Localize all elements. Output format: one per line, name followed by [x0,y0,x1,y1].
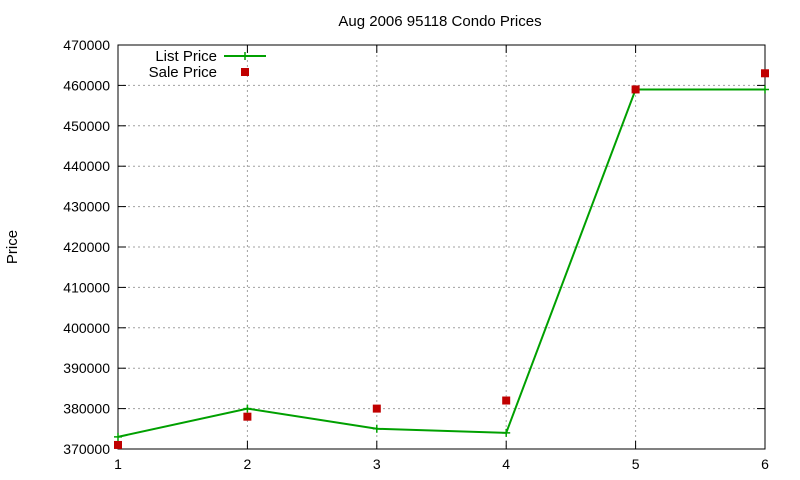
chart-title: Aug 2006 95118 Condo Prices [338,13,541,30]
x-tick-label: 6 [761,456,769,472]
sale-price-point [243,412,252,421]
legend-square-sample [241,68,249,76]
y-tick-label: 380000 [63,401,110,417]
x-tick-label: 2 [244,456,252,472]
y-tick-label: 470000 [63,37,110,53]
x-tick-label: 5 [632,456,640,472]
plot-frame [117,44,766,450]
x-tick-label: 4 [502,456,510,472]
y-tick-label: 460000 [63,77,110,93]
y-tick-label: 400000 [63,320,110,336]
sale-price-point [761,69,769,78]
legend-label: List Price [155,48,217,65]
y-tick-label: 390000 [63,360,110,376]
legend-label: Sale Price [149,64,217,81]
x-tick-label: 1 [114,456,122,472]
list-price-point [243,404,252,413]
list-price-point [502,428,511,437]
y-tick-label: 440000 [63,158,110,174]
y-tick-label: 410000 [63,279,110,295]
sale-price-point [631,85,640,94]
y-tick-label: 370000 [63,441,110,457]
y-tick-label: 450000 [63,118,110,134]
list-price-point [761,85,769,94]
sale-price-point [372,404,381,413]
legend-cross-sample [241,52,249,60]
series [114,69,769,449]
y-tick-label: 420000 [63,239,110,255]
grid [118,45,765,449]
axis-ticks: 370000 380000 390000 400000 410000 420000 4300… [63,37,769,472]
x-tick-label: 3 [373,456,381,472]
sale-price-point [114,440,122,449]
list-price-point [114,432,122,441]
y-tick-label: 430000 [63,199,110,215]
list-price-line [117,88,765,438]
y-axis-label: Price [4,230,21,264]
sale-price-point [502,396,511,405]
list-price-point [372,424,381,433]
